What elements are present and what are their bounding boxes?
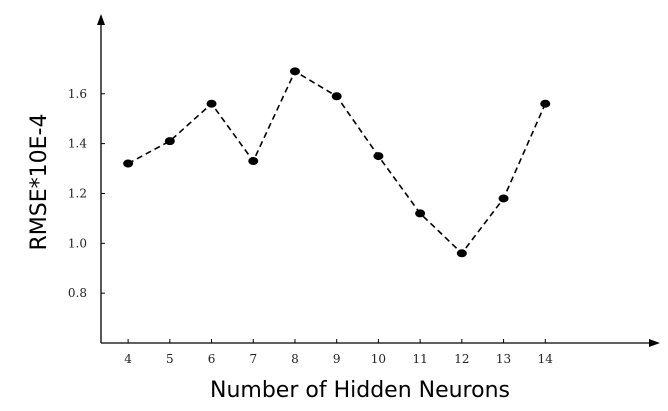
series-group <box>123 67 551 258</box>
data-point <box>123 159 134 168</box>
x-tick-label: 7 <box>249 352 257 366</box>
y-tick-label: 1.6 <box>68 87 87 101</box>
data-point <box>164 137 175 146</box>
y-tick-label: 1.0 <box>68 236 87 250</box>
y-axis-title: RMSE*10E-4 <box>27 114 52 251</box>
x-tick-label: 4 <box>124 352 132 366</box>
y-ticks: 0.8 1.0 1.2 1.4 1.6 <box>68 87 105 300</box>
x-tick-label: 12 <box>454 352 469 366</box>
y-axis-arrow <box>97 14 105 25</box>
y-tick-label: 0.8 <box>68 286 87 300</box>
x-tick-label: 13 <box>496 352 511 366</box>
data-point <box>331 92 342 101</box>
x-tick-label: 5 <box>166 352 174 366</box>
data-point <box>206 99 217 108</box>
x-tick-label: 10 <box>371 352 386 366</box>
data-point <box>415 209 426 218</box>
data-point <box>456 249 467 258</box>
data-point <box>498 194 509 203</box>
x-tick-label: 14 <box>538 352 554 366</box>
data-point <box>540 99 551 108</box>
x-tick-label: 8 <box>291 352 299 366</box>
x-tick-label: 11 <box>412 352 427 366</box>
data-point <box>289 67 300 76</box>
data-point <box>373 152 384 161</box>
x-axis-title: Number of Hidden Neurons <box>210 378 510 403</box>
x-ticks: 4 5 6 7 8 9 10 11 12 13 14 <box>124 339 553 366</box>
y-tick-label: 1.2 <box>68 186 87 200</box>
axes <box>97 14 660 347</box>
x-tick-label: 9 <box>333 352 341 366</box>
x-axis-arrow <box>649 339 660 347</box>
x-tick-label: 6 <box>208 352 216 366</box>
data-point <box>248 157 259 166</box>
y-tick-label: 1.4 <box>68 137 87 151</box>
